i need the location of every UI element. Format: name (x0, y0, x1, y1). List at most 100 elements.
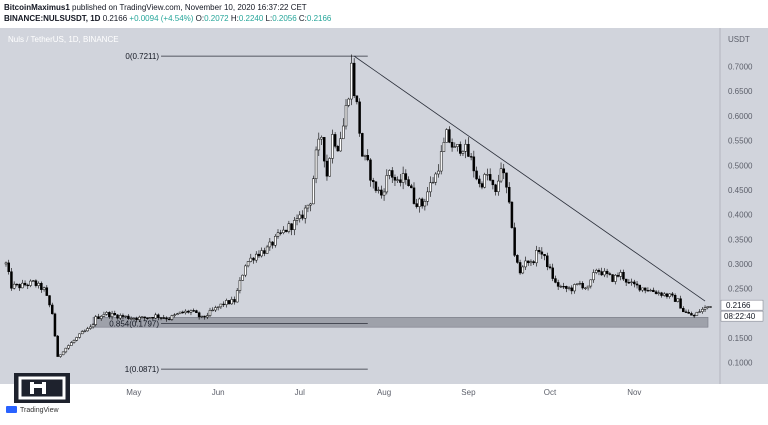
plot-background (0, 28, 720, 384)
candle-body-up (573, 284, 576, 292)
candle-body-up (99, 316, 103, 319)
candle-body-up (594, 269, 598, 273)
price-tick-5: 0.4500 (728, 186, 753, 195)
candle-body-down (412, 187, 416, 204)
candle-body-up (118, 315, 122, 319)
candle-body-up (437, 170, 440, 175)
candle-body-down (355, 95, 359, 103)
last-value: 0.2166 (102, 14, 128, 23)
candle-body-up (12, 283, 16, 289)
candle-body-up (37, 282, 40, 286)
candle-body-down (390, 170, 394, 178)
candle-body-up (662, 293, 666, 296)
candle-body-up (535, 250, 538, 264)
candle-body-up (148, 317, 152, 319)
support-zone[interactable] (92, 317, 709, 328)
candle-body-down (526, 260, 530, 264)
close-value: 0.2166 (306, 14, 332, 23)
candle-body-down (627, 282, 631, 284)
candle-body-down (233, 299, 236, 303)
logo-bar-left (30, 382, 34, 394)
candle-body-up (434, 173, 438, 183)
candle-body-down (26, 284, 30, 287)
candle-body-down (366, 155, 370, 161)
candle-body-up (295, 218, 299, 221)
candle-body-up (75, 337, 78, 341)
candle-body-down (279, 232, 282, 234)
time-tick-oct: Oct (544, 388, 557, 397)
fib-levels[interactable]: 0(0.7211) 0.854(0.1797) 1(0.0871) (109, 52, 368, 374)
candle-body-up (274, 235, 277, 246)
candle-body-up (91, 324, 95, 328)
price-tick-3: 0.5500 (728, 137, 753, 146)
candle-body-down (181, 311, 185, 314)
candle-body-up (603, 270, 606, 276)
candle-body-up (208, 310, 212, 316)
author-name[interactable]: BitcoinMaximus1 (4, 3, 70, 12)
candle-body-up (80, 331, 84, 335)
candle-body-up (214, 307, 217, 311)
low-label: L: (265, 14, 273, 23)
symbol-label[interactable]: BINANCE:NULSUSDT, 1D (4, 14, 101, 23)
last-price-label: 0.2166 (726, 301, 751, 310)
candle-body-up (246, 261, 250, 267)
candle-body-up (200, 315, 204, 318)
candle-body-up (439, 151, 443, 172)
candle-body-up (347, 98, 350, 106)
candle-body-up (249, 257, 253, 262)
candle-body-up (630, 281, 633, 283)
tradingview-watermark: TradingView (6, 406, 59, 414)
candle-body-down (684, 311, 688, 313)
candle-body-up (78, 333, 81, 338)
candle-body-down (301, 214, 304, 219)
candle-body-up (170, 315, 174, 320)
candle-body-down (369, 159, 372, 181)
descending-trendline[interactable] (353, 55, 706, 302)
candle-body-up (140, 316, 144, 318)
last-price-tag (720, 299, 764, 311)
candle-body-up (268, 241, 272, 248)
candle-body-up (64, 347, 68, 353)
candle-body-down (374, 181, 378, 191)
candle-body-up (235, 290, 239, 303)
candle-body-up (676, 298, 680, 302)
candle-body-down (45, 287, 49, 296)
candle-body-down (654, 291, 658, 294)
candle-body-down (472, 156, 476, 172)
candle-body-up (461, 151, 465, 154)
candle-body-up (499, 168, 503, 182)
candle-body-down (518, 262, 522, 274)
candle-body-down (113, 313, 117, 316)
price-chart[interactable]: Nuls / TetherUS, 1D, BINANCE USDT 0(0.72… (0, 28, 768, 425)
time-tick-nov: Nov (627, 388, 641, 397)
candle-body-up (529, 261, 533, 264)
candle-body-up (260, 250, 263, 257)
published-text: published on TradingView.com, November 1… (72, 3, 307, 12)
price-tick-11: 0.1000 (728, 359, 753, 368)
candle-body-down (333, 134, 337, 147)
candle-body-down (537, 250, 541, 253)
candle-body-down (165, 317, 168, 320)
candle-body-down (638, 284, 642, 291)
price-tick-8: 0.3000 (728, 260, 753, 269)
price-axis-background (720, 28, 768, 384)
candle-body-down (257, 253, 261, 257)
candle-body-down (48, 295, 51, 306)
candle-body-up (129, 318, 133, 320)
candle-body-up (464, 143, 467, 152)
candle-body-up (241, 274, 244, 281)
candle-body-up (265, 246, 269, 254)
candle-body-down (352, 62, 356, 97)
candle-body-down (488, 174, 492, 181)
candle-body-up (483, 174, 486, 188)
candle-body-down (393, 177, 397, 181)
candle-body-up (309, 203, 312, 206)
candle-body-down (40, 282, 43, 290)
candle-body-down (565, 286, 568, 289)
candle-body-up (303, 207, 307, 219)
candle-body-up (206, 315, 209, 318)
candle-body-down (673, 294, 677, 302)
candle-body-down (562, 285, 565, 288)
candle-body-down (157, 314, 160, 318)
candle-body-up (4, 262, 8, 265)
